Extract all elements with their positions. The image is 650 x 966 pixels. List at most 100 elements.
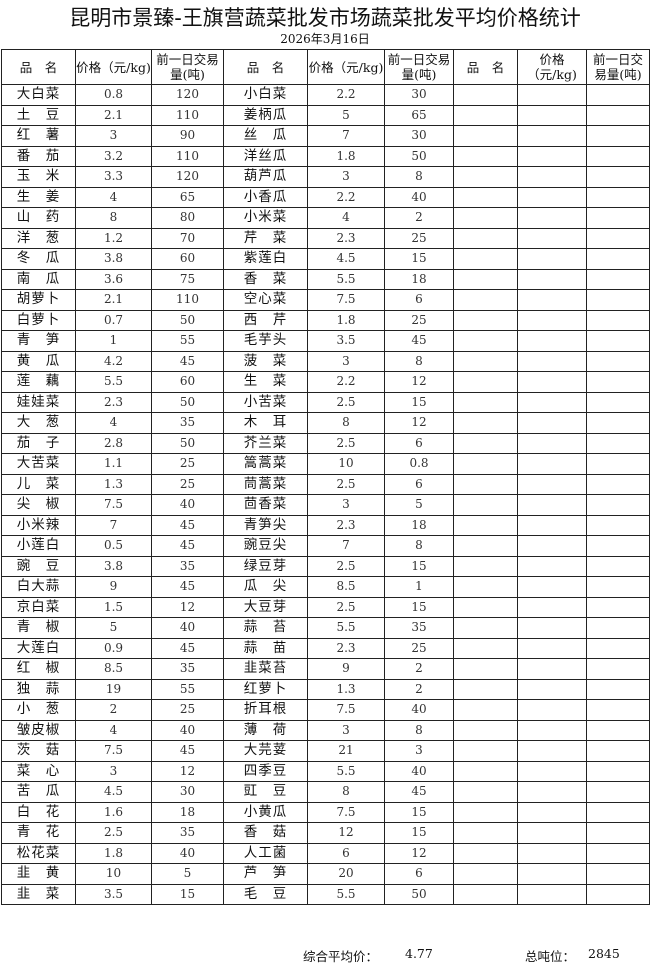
cell-empty — [453, 289, 518, 311]
cell-empty — [453, 145, 518, 167]
cell-volume: 35 — [384, 617, 454, 639]
cell-price: 7.5 — [307, 801, 385, 823]
cell-name: 西 芹 — [223, 309, 308, 331]
cell-price: 2.8 — [75, 432, 152, 454]
table-row: 洋 葱 1.2 70 芹 菜 2.3 25 — [1, 227, 650, 249]
cell-empty — [517, 309, 587, 331]
table-row: 豌 豆 3.8 35 绿豆芽 2.5 15 — [1, 555, 650, 577]
cell-empty — [453, 309, 518, 331]
cell-empty — [517, 617, 587, 639]
table-row: 京白菜 1.5 12 大豆芽 2.5 15 — [1, 596, 650, 618]
cell-empty — [517, 576, 587, 598]
cell-price: 5 — [307, 104, 385, 126]
cell-empty — [453, 760, 518, 782]
cell-empty — [453, 125, 518, 147]
cell-empty — [586, 678, 650, 700]
cell-name: 篙蒿菜 — [223, 453, 308, 475]
cell-empty — [586, 535, 650, 557]
cell-empty — [517, 863, 587, 885]
cell-name: 绿豆芽 — [223, 555, 308, 577]
cell-volume: 8 — [384, 719, 454, 741]
cell-name: 韭 菜 — [1, 883, 76, 905]
table-row: 南 瓜 3.6 75 香 菜 5.5 18 — [1, 268, 650, 290]
cell-name: 毛 豆 — [223, 883, 308, 905]
cell-price: 3.8 — [75, 555, 152, 577]
cell-volume: 8 — [384, 166, 454, 188]
cell-name: 娃娃菜 — [1, 391, 76, 413]
cell-volume: 40 — [151, 617, 224, 639]
cell-empty — [586, 801, 650, 823]
cell-price: 7.5 — [307, 699, 385, 721]
cell-empty — [517, 391, 587, 413]
cell-price: 7 — [75, 514, 152, 536]
cell-empty — [453, 842, 518, 864]
cell-empty — [586, 166, 650, 188]
table-row: 小 葱 2 25 折耳根 7.5 40 — [1, 699, 650, 721]
table-row: 娃娃菜 2.3 50 小苦菜 2.5 15 — [1, 391, 650, 413]
cell-volume: 40 — [384, 760, 454, 782]
cell-name: 大苦菜 — [1, 453, 76, 475]
cell-empty — [517, 678, 587, 700]
cell-volume: 25 — [151, 473, 224, 495]
table-row: 儿 菜 1.3 25 茼蒿菜 2.5 6 — [1, 473, 650, 495]
cell-name: 儿 菜 — [1, 473, 76, 495]
cell-empty — [586, 514, 650, 536]
cell-price: 8 — [307, 781, 385, 803]
table-row: 红 薯 3 90 丝 瓜 7 30 — [1, 125, 650, 147]
cell-price: 8.5 — [307, 576, 385, 598]
page-title: 昆明市景臻-王旗营蔬菜批发市场蔬菜批发平均价格统计 — [69, 6, 581, 30]
average-price-label: 综合平均价： — [303, 949, 379, 964]
cell-volume: 40 — [151, 719, 224, 741]
cell-name: 洋 葱 — [1, 227, 76, 249]
cell-volume: 5 — [384, 494, 454, 516]
cell-volume: 50 — [151, 309, 224, 331]
cell-volume: 6 — [384, 432, 454, 454]
cell-empty — [453, 658, 518, 680]
cell-name: 松花菜 — [1, 842, 76, 864]
cell-price: 1.8 — [307, 309, 385, 331]
cell-name: 黄 瓜 — [1, 350, 76, 372]
table-row: 玉 米 3.3 120 葫芦瓜 3 8 — [1, 166, 650, 188]
cell-name: 豇 豆 — [223, 781, 308, 803]
cell-price: 2.5 — [307, 555, 385, 577]
cell-volume: 55 — [151, 678, 224, 700]
cell-price: 7.5 — [307, 289, 385, 311]
cell-empty — [586, 699, 650, 721]
cell-name: 香 菇 — [223, 822, 308, 844]
report-date: 2026年3月16日 — [280, 32, 370, 46]
cell-name: 大芫荽 — [223, 740, 308, 762]
cell-name: 胡萝卜 — [1, 289, 76, 311]
cell-name: 菜 心 — [1, 760, 76, 782]
table-row: 大莲白 0.9 45 蒜 苗 2.3 25 — [1, 637, 650, 659]
cell-price: 2.1 — [75, 104, 152, 126]
cell-empty — [517, 207, 587, 229]
cell-empty — [517, 637, 587, 659]
cell-empty — [453, 801, 518, 823]
cell-empty — [517, 535, 587, 557]
table-row: 冬 瓜 3.8 60 紫莲白 4.5 15 — [1, 248, 650, 270]
cell-price: 3 — [307, 166, 385, 188]
cell-empty — [453, 84, 518, 106]
cell-name: 南 瓜 — [1, 268, 76, 290]
header-volume: 前一日交易量(吨) — [586, 49, 650, 85]
cell-volume: 60 — [151, 371, 224, 393]
cell-name: 木 耳 — [223, 412, 308, 434]
cell-name: 红 椒 — [1, 658, 76, 680]
cell-volume: 45 — [151, 576, 224, 598]
cell-empty — [517, 494, 587, 516]
cell-price: 12 — [307, 822, 385, 844]
cell-price: 10 — [307, 453, 385, 475]
table-row: 红 椒 8.5 35 韭菜苔 9 2 — [1, 658, 650, 680]
cell-empty — [517, 781, 587, 803]
cell-name: 小香瓜 — [223, 186, 308, 208]
cell-price: 3 — [75, 125, 152, 147]
cell-volume: 50 — [151, 432, 224, 454]
cell-empty — [453, 678, 518, 700]
cell-name: 大白菜 — [1, 84, 76, 106]
cell-empty — [586, 268, 650, 290]
cell-name: 红萝卜 — [223, 678, 308, 700]
table-row: 茨 菇 7.5 45 大芫荽 21 3 — [1, 740, 650, 762]
cell-price: 2.5 — [307, 473, 385, 495]
cell-empty — [453, 453, 518, 475]
cell-empty — [586, 248, 650, 270]
